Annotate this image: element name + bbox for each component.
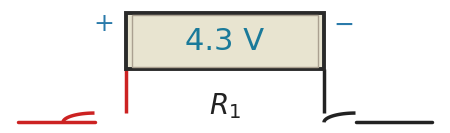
- FancyBboxPatch shape: [132, 15, 318, 67]
- Text: $R_1$: $R_1$: [209, 92, 241, 121]
- FancyBboxPatch shape: [126, 13, 324, 69]
- Text: 4.3 V: 4.3 V: [185, 27, 265, 56]
- Text: −: −: [334, 13, 355, 36]
- Text: +: +: [93, 13, 114, 36]
